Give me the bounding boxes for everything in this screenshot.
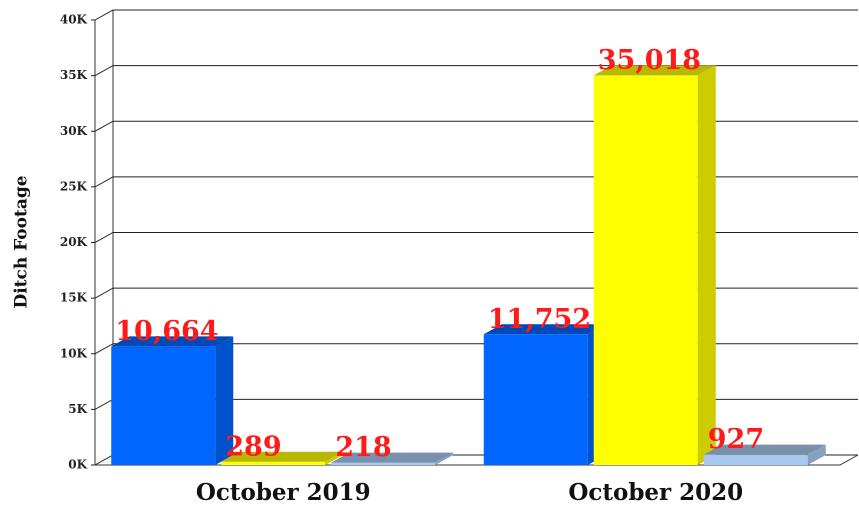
bar-side (325, 451, 344, 465)
bar (483, 334, 588, 465)
data-label: 10,664 (115, 316, 218, 347)
y-tick-label: 5K (68, 402, 87, 416)
y-tick-label: 35K (60, 68, 88, 82)
grid-line (91, 232, 858, 243)
bar-side (807, 444, 826, 465)
bar (331, 462, 436, 465)
data-label: 927 (708, 424, 764, 455)
bar-top (221, 451, 344, 462)
bar (703, 454, 808, 465)
bar-top (703, 444, 826, 455)
data-label: 11,752 (488, 304, 591, 335)
bar (111, 346, 216, 465)
data-label: 289 (225, 431, 281, 462)
bar-side (697, 65, 716, 466)
x-tick-label: October 2019 (196, 479, 371, 506)
x-tick-label: October 2020 (568, 479, 743, 506)
bar (593, 75, 698, 466)
bar-top (111, 336, 234, 347)
y-tick-label: 40K (60, 13, 88, 27)
y-tick-label: 10K (60, 346, 88, 360)
y-tick-label: 25K (60, 179, 88, 193)
grid-line (91, 120, 858, 132)
grid-line (91, 287, 858, 299)
bar-side (215, 336, 234, 465)
y-tick-label: 30K (60, 124, 88, 138)
y-tick-label: 0K (68, 458, 87, 472)
bar-side (435, 452, 454, 465)
bar-top (331, 452, 454, 463)
y-tick-label: 15K (60, 291, 88, 305)
y-axis-label: Ditch Footage (12, 175, 32, 308)
bar-top (483, 324, 606, 335)
grid-line (91, 9, 858, 21)
data-label: 218 (335, 432, 391, 463)
bar (221, 461, 326, 465)
data-label: 35,018 (598, 45, 701, 76)
grid-line (91, 65, 858, 77)
bar-top (593, 65, 716, 76)
y-tick-label: 20K (60, 235, 88, 249)
grid-line (91, 176, 858, 188)
